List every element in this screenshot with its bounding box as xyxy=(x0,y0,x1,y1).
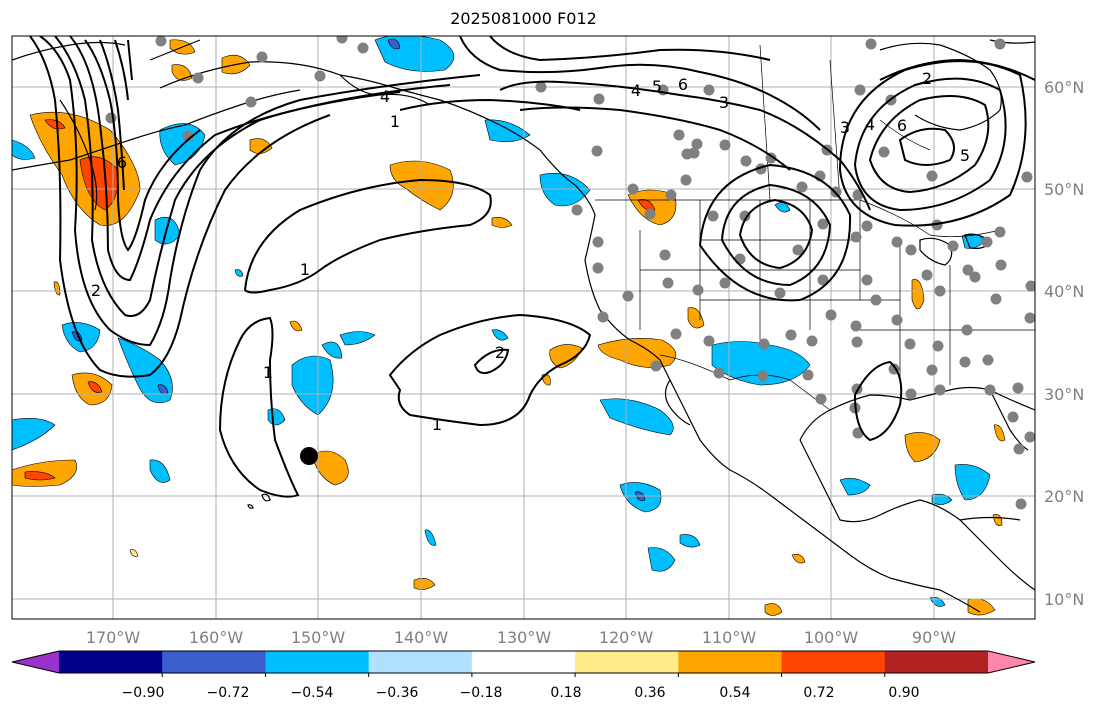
colorbar-tick-label: −0.36 xyxy=(376,685,419,701)
lon-label: 150°W xyxy=(291,628,346,647)
colorbar-segment xyxy=(781,651,886,673)
location-marker xyxy=(300,447,318,465)
graticule xyxy=(12,36,1035,619)
colorbar-outline xyxy=(11,650,1036,674)
lat-label: 50°N xyxy=(1044,180,1084,199)
colorbar-tick-label: 0.18 xyxy=(550,685,581,701)
lon-label: 170°W xyxy=(86,628,141,647)
contour-label: 2 xyxy=(922,69,932,88)
contour-label: 1 xyxy=(263,363,273,382)
colorbar-tick-label: 0.54 xyxy=(719,685,750,701)
colorbar-tick-label: −0.72 xyxy=(207,685,250,701)
political-borders xyxy=(595,44,1035,411)
contour-label: 4 xyxy=(380,87,390,106)
contour-label: 5 xyxy=(652,77,662,96)
contour-label: 6 xyxy=(117,153,127,172)
contour-label: 6 xyxy=(897,116,907,135)
colorbar-tick-label: 0.72 xyxy=(803,685,834,701)
lon-label: 160°W xyxy=(189,628,244,647)
colorbar-segment xyxy=(265,651,370,673)
lon-label: 100°W xyxy=(804,628,859,647)
map-plot-area: 1 1 1 1 2 2 2 3 3 4 4 4 5 5 6 6 6 xyxy=(12,36,1035,619)
colorbar-tick-label: 0.36 xyxy=(634,685,665,701)
colorbar-tick-label: −0.54 xyxy=(291,685,334,701)
contour-label: 1 xyxy=(300,260,310,279)
lat-label: 30°N xyxy=(1044,385,1084,404)
negative-anomaly-fill xyxy=(12,36,991,607)
lon-label: 110°W xyxy=(702,628,757,647)
colorbar-segment xyxy=(59,651,163,673)
colorbar-extend-min xyxy=(12,651,59,673)
lon-label: 130°W xyxy=(497,628,552,647)
longitude-labels: 170°W 160°W 150°W 140°W 130°W 120°W 110°… xyxy=(86,628,956,647)
contour-label: 5 xyxy=(960,146,970,165)
contour-label: 4 xyxy=(865,115,875,134)
coastlines xyxy=(12,39,1035,613)
map-title: 2025081000 F012 xyxy=(450,9,597,28)
colorbar-extend-max xyxy=(988,651,1035,673)
lon-label: 140°W xyxy=(394,628,449,647)
contour-label: 1 xyxy=(390,112,400,131)
lat-label: 40°N xyxy=(1044,282,1084,301)
contour-label: 1 xyxy=(432,415,442,434)
station-points xyxy=(105,36,1035,510)
colorbar-tick-label: −0.18 xyxy=(460,685,503,701)
contour-label: 2 xyxy=(91,281,101,300)
latitude-labels: 60°N 50°N 40°N 30°N 20°N 10°N xyxy=(1044,78,1084,609)
lat-label: 10°N xyxy=(1044,590,1084,609)
colorbar xyxy=(11,650,1036,677)
colorbar-tick-label: 0.90 xyxy=(888,685,919,701)
lat-label: 60°N xyxy=(1044,78,1084,97)
colorbar-segment xyxy=(884,651,989,673)
colorbar-segment xyxy=(162,651,266,673)
contour-label: 2 xyxy=(495,343,505,362)
contour-label: 4 xyxy=(631,81,641,100)
colorbar-tick-label: −0.90 xyxy=(122,685,165,701)
colorbar-segment xyxy=(678,651,783,673)
contour-label-group: 1 1 1 1 2 2 2 3 3 4 4 4 5 5 6 6 6 xyxy=(91,69,970,434)
colorbar-segment xyxy=(368,651,473,673)
contour-lines xyxy=(29,36,1035,498)
contour-label: 6 xyxy=(678,75,688,94)
contour-label: 3 xyxy=(719,93,729,112)
colorbar-segment xyxy=(471,651,576,673)
lat-label: 20°N xyxy=(1044,487,1084,506)
colorbar-segment xyxy=(575,651,679,673)
contour-label: 3 xyxy=(840,118,850,137)
lon-label: 90°W xyxy=(912,628,956,647)
map-frame xyxy=(11,35,1036,620)
colorbar-labels: −0.90 −0.72 −0.54 −0.36 −0.18 0.18 0.36 … xyxy=(122,685,920,701)
lon-label: 120°W xyxy=(599,628,654,647)
